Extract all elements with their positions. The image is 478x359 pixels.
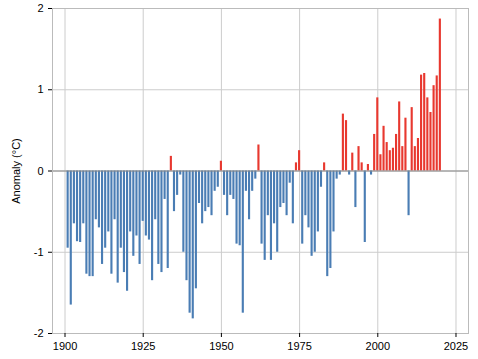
svg-text:Anomaly (°C): Anomaly (°C) [10,138,22,204]
svg-text:-2: -2 [34,327,44,339]
svg-text:-1: -1 [34,246,44,258]
svg-text:0: 0 [37,165,43,177]
svg-text:1950: 1950 [209,340,233,352]
svg-text:1900: 1900 [53,340,77,352]
svg-text:2000: 2000 [366,340,390,352]
svg-text:2: 2 [37,2,43,14]
svg-text:1925: 1925 [131,340,155,352]
svg-text:1975: 1975 [287,340,311,352]
svg-text:1: 1 [37,83,43,95]
svg-text:2025: 2025 [444,340,468,352]
